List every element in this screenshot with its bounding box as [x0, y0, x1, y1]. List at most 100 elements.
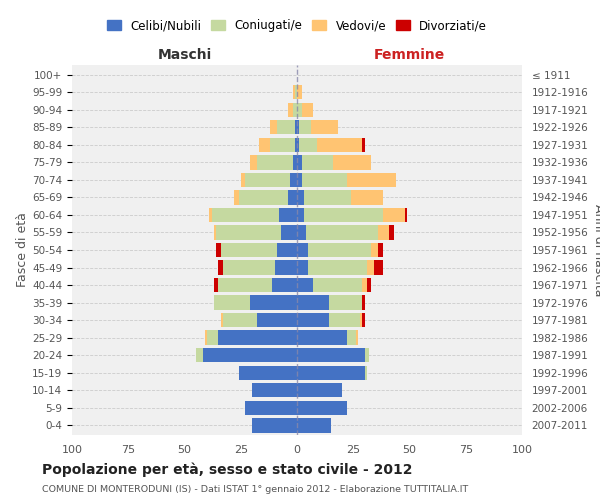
Bar	[389, 226, 394, 239]
Bar	[304, 190, 351, 204]
Y-axis label: Fasce di età: Fasce di età	[16, 212, 29, 288]
Bar	[221, 243, 277, 257]
Bar	[297, 278, 313, 292]
Bar	[308, 243, 371, 257]
Bar	[405, 208, 407, 222]
Bar	[304, 208, 383, 222]
Bar	[288, 190, 297, 204]
Bar	[257, 155, 293, 170]
Bar	[360, 313, 362, 328]
Bar	[329, 313, 360, 328]
Bar	[223, 313, 257, 328]
Bar	[311, 120, 337, 134]
Bar	[297, 172, 302, 187]
Bar	[245, 172, 290, 187]
Bar	[347, 172, 396, 187]
Bar	[218, 260, 223, 274]
Bar	[355, 330, 358, 345]
Bar	[295, 138, 297, 152]
Bar	[308, 260, 367, 274]
Bar	[302, 155, 333, 170]
Bar	[270, 138, 295, 152]
Bar	[378, 243, 383, 257]
Bar	[299, 138, 317, 152]
Text: Femmine: Femmine	[374, 48, 445, 62]
Y-axis label: Anni di nascita: Anni di nascita	[592, 204, 600, 296]
Bar	[209, 208, 212, 222]
Bar	[297, 366, 365, 380]
Bar	[297, 102, 302, 117]
Bar	[367, 260, 373, 274]
Bar	[333, 155, 371, 170]
Bar	[347, 330, 355, 345]
Bar	[223, 260, 275, 274]
Bar	[214, 226, 216, 239]
Bar	[241, 172, 245, 187]
Bar	[297, 418, 331, 432]
Bar	[288, 102, 293, 117]
Bar	[297, 296, 329, 310]
Bar	[297, 120, 299, 134]
Bar	[351, 190, 383, 204]
Bar	[218, 330, 297, 345]
Bar	[252, 383, 297, 398]
Bar	[297, 226, 306, 239]
Bar	[297, 400, 347, 415]
Bar	[214, 278, 218, 292]
Bar	[297, 85, 302, 100]
Bar	[245, 400, 297, 415]
Bar	[212, 208, 279, 222]
Bar	[365, 366, 367, 380]
Bar	[203, 348, 297, 362]
Bar	[293, 102, 297, 117]
Bar	[234, 190, 239, 204]
Bar	[221, 313, 223, 328]
Bar	[196, 348, 203, 362]
Bar	[295, 85, 297, 100]
Bar	[367, 278, 371, 292]
Bar	[277, 243, 297, 257]
Bar	[216, 226, 281, 239]
Bar	[257, 313, 297, 328]
Bar	[306, 226, 378, 239]
Bar	[272, 278, 297, 292]
Bar	[205, 330, 207, 345]
Text: COMUNE DI MONTERODUNI (IS) - Dati ISTAT 1° gennaio 2012 - Elaborazione TUTTITALI: COMUNE DI MONTERODUNI (IS) - Dati ISTAT …	[42, 485, 468, 494]
Bar	[207, 330, 218, 345]
Bar	[297, 243, 308, 257]
Bar	[297, 348, 365, 362]
Bar	[299, 120, 311, 134]
Bar	[218, 278, 272, 292]
Bar	[297, 330, 347, 345]
Bar	[281, 226, 297, 239]
Bar	[293, 155, 297, 170]
Bar	[216, 243, 221, 257]
Bar	[252, 418, 297, 432]
Text: Maschi: Maschi	[157, 48, 212, 62]
Bar	[297, 260, 308, 274]
Bar	[317, 138, 362, 152]
Bar	[290, 172, 297, 187]
Bar	[302, 102, 313, 117]
Bar	[371, 243, 378, 257]
Bar	[362, 313, 365, 328]
Bar	[279, 208, 297, 222]
Bar	[362, 296, 365, 310]
Bar	[250, 155, 257, 170]
Bar	[297, 383, 342, 398]
Bar	[365, 348, 369, 362]
Bar	[378, 226, 389, 239]
Bar	[362, 138, 365, 152]
Bar	[313, 278, 362, 292]
Bar	[259, 138, 270, 152]
Bar	[214, 296, 250, 310]
Bar	[362, 278, 367, 292]
Bar	[295, 120, 297, 134]
Bar	[297, 313, 329, 328]
Bar	[297, 155, 302, 170]
Bar	[373, 260, 383, 274]
Text: Popolazione per età, sesso e stato civile - 2012: Popolazione per età, sesso e stato civil…	[42, 462, 413, 477]
Bar	[297, 190, 304, 204]
Bar	[297, 208, 304, 222]
Legend: Celibi/Nubili, Coniugati/e, Vedovi/e, Divorziati/e: Celibi/Nubili, Coniugati/e, Vedovi/e, Di…	[107, 19, 487, 32]
